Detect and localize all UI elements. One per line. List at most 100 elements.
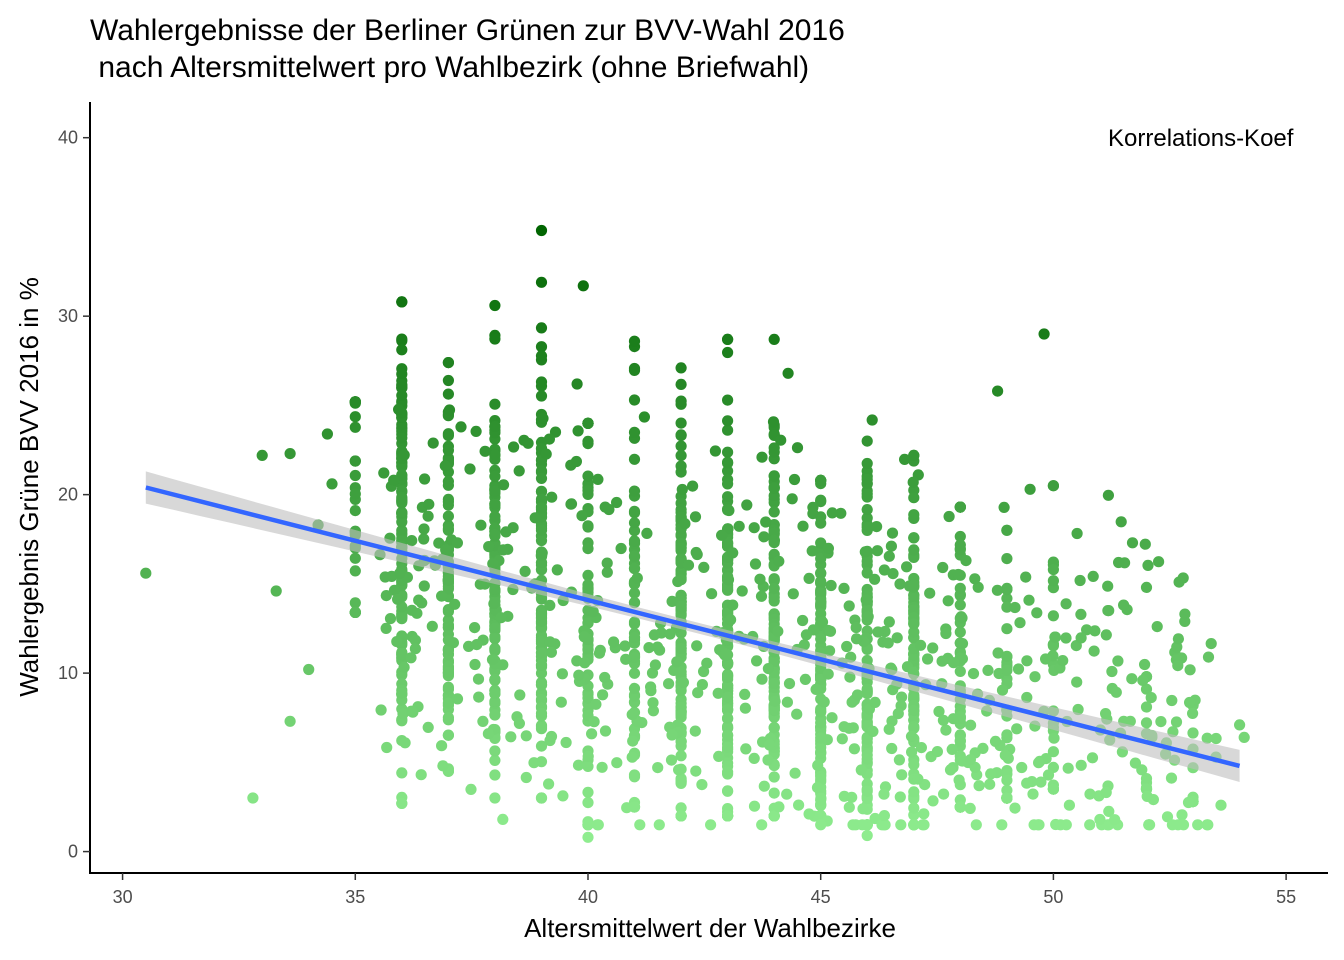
data-point xyxy=(608,636,620,648)
data-point xyxy=(1124,715,1136,727)
data-point xyxy=(965,719,977,731)
data-point xyxy=(956,638,969,650)
data-point xyxy=(927,795,939,807)
data-point xyxy=(797,614,809,627)
data-point xyxy=(380,622,392,635)
data-point xyxy=(442,444,454,456)
data-point xyxy=(419,473,431,485)
data-point xyxy=(722,679,734,691)
data-point xyxy=(783,678,796,690)
data-point xyxy=(535,472,548,484)
data-point xyxy=(908,532,920,544)
data-point xyxy=(556,668,569,680)
y-tick-label: 20 xyxy=(58,485,78,505)
data-point xyxy=(843,600,855,612)
data-point xyxy=(769,695,781,707)
data-point xyxy=(956,653,969,665)
data-point xyxy=(818,696,830,708)
data-point xyxy=(768,442,780,454)
data-point xyxy=(1038,328,1050,340)
data-point xyxy=(954,734,966,747)
data-point xyxy=(954,539,966,551)
data-point xyxy=(722,785,734,797)
data-point xyxy=(1201,819,1213,831)
data-point xyxy=(861,829,873,842)
data-point xyxy=(1062,762,1074,774)
data-point xyxy=(822,542,835,555)
data-point xyxy=(349,396,361,408)
data-point xyxy=(1172,633,1184,645)
data-point xyxy=(1234,719,1246,731)
data-point xyxy=(815,577,827,589)
data-point xyxy=(349,469,361,482)
data-point xyxy=(1165,772,1178,784)
data-point xyxy=(396,611,408,623)
data-point xyxy=(762,754,774,766)
data-point xyxy=(469,658,481,671)
data-point xyxy=(1087,570,1099,583)
data-point xyxy=(442,388,454,400)
data-point xyxy=(799,673,812,686)
data-point xyxy=(1023,594,1035,606)
data-point xyxy=(388,474,400,486)
data-point xyxy=(427,437,439,449)
data-point xyxy=(675,460,687,472)
data-point xyxy=(560,736,572,749)
data-point xyxy=(1001,774,1013,786)
data-point xyxy=(1057,655,1069,667)
data-point xyxy=(1033,757,1045,769)
data-point xyxy=(675,810,687,822)
data-point xyxy=(867,725,879,738)
data-point xyxy=(551,564,563,576)
data-point xyxy=(1001,732,1013,744)
data-point xyxy=(952,568,964,581)
data-point xyxy=(423,498,435,510)
data-point xyxy=(1115,516,1127,528)
data-point xyxy=(748,752,760,765)
data-point xyxy=(675,750,687,762)
data-point xyxy=(663,678,675,690)
data-point xyxy=(1009,601,1021,614)
data-point xyxy=(899,453,911,465)
data-point xyxy=(906,746,918,758)
data-point xyxy=(396,389,408,401)
data-point xyxy=(836,733,848,745)
data-point xyxy=(628,562,641,575)
x-tick-label: 35 xyxy=(345,887,365,907)
data-point xyxy=(1075,608,1087,621)
data-point xyxy=(894,578,906,590)
data-point xyxy=(722,538,734,550)
data-point xyxy=(535,322,548,334)
data-point xyxy=(861,683,873,695)
data-point xyxy=(999,749,1011,761)
data-point xyxy=(391,636,403,648)
data-point xyxy=(1238,731,1250,744)
x-tick-label: 45 xyxy=(811,887,831,907)
data-point xyxy=(722,333,734,345)
data-point xyxy=(489,745,501,757)
data-point xyxy=(767,416,780,428)
data-point xyxy=(413,594,425,606)
data-point xyxy=(768,771,780,783)
data-point xyxy=(722,465,734,477)
data-point xyxy=(1001,650,1013,662)
data-point xyxy=(689,511,702,523)
data-point xyxy=(1075,632,1087,644)
data-point xyxy=(985,768,997,780)
data-point xyxy=(497,813,509,826)
data-point xyxy=(1020,571,1032,583)
data-point xyxy=(748,800,761,812)
data-point xyxy=(722,346,734,359)
data-point xyxy=(628,362,641,375)
data-point xyxy=(582,688,594,700)
data-point xyxy=(513,717,526,730)
data-point xyxy=(690,765,702,777)
data-point xyxy=(592,819,604,831)
data-point xyxy=(996,819,1008,831)
data-point xyxy=(751,655,763,667)
data-point xyxy=(477,715,489,728)
data-point xyxy=(675,709,687,721)
data-point xyxy=(964,754,977,766)
data-point xyxy=(514,689,526,701)
data-point xyxy=(1047,575,1059,587)
